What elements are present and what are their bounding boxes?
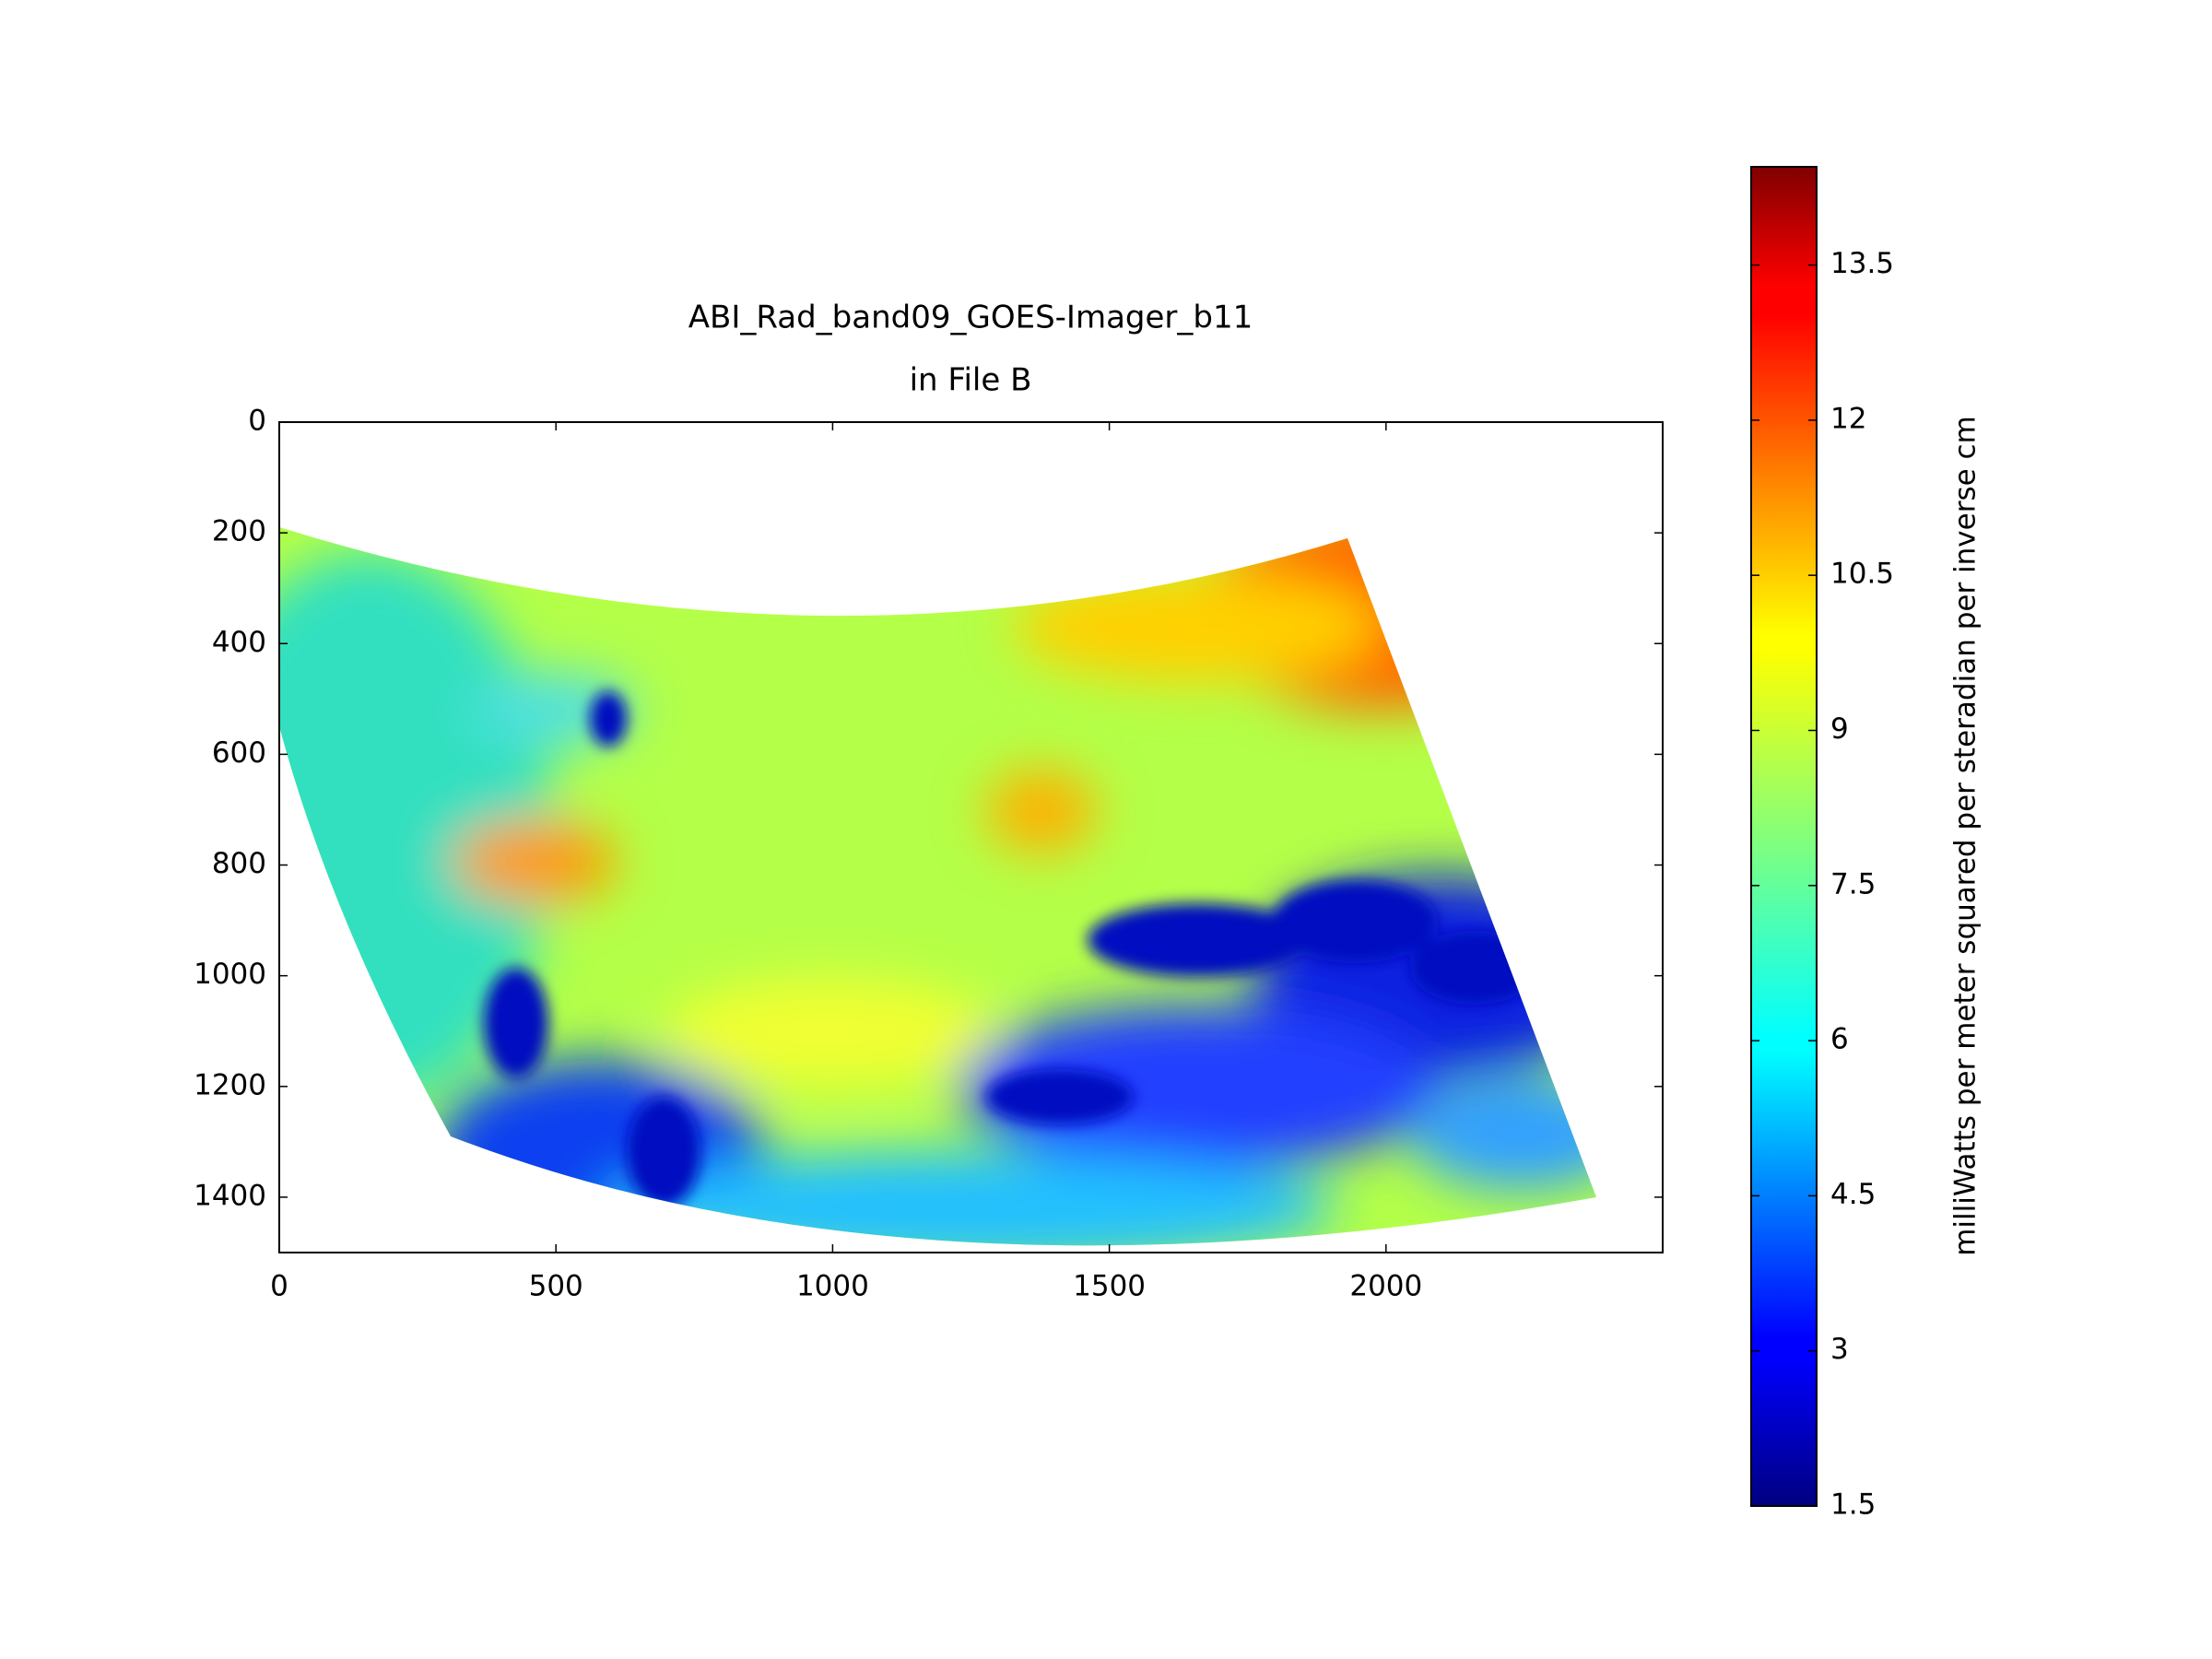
colorbar-tick-label: 4.5 (1830, 1178, 1876, 1211)
x-tick-label: 500 (529, 1270, 583, 1303)
colorbar-tick-label: 3 (1830, 1333, 1849, 1366)
y-tick-label: 200 (212, 515, 266, 548)
y-tick-label: 400 (212, 626, 266, 659)
x-tick-label: 0 (270, 1270, 288, 1303)
colorbar-tick-label: 1.5 (1830, 1488, 1876, 1522)
colorbar-tick-label: 7.5 (1830, 867, 1876, 900)
colorbar-tick-label: 10.5 (1830, 558, 1894, 591)
y-tick-label: 600 (212, 736, 266, 770)
x-tick-label: 1000 (796, 1270, 869, 1303)
y-tick-label: 1200 (194, 1068, 266, 1101)
chart-title: in File B (910, 362, 1032, 399)
y-tick-label: 800 (212, 847, 266, 880)
chart-title: ABI_Rad_band09_GOES-Imager_b11 (688, 300, 1253, 336)
colorbar-tick-label: 9 (1830, 712, 1849, 746)
axes-frame (278, 421, 1664, 1253)
y-tick-label: 1000 (194, 958, 266, 991)
image (279, 527, 1596, 1246)
x-tick-label: 2000 (1349, 1270, 1422, 1303)
colorbar-tick-label: 13.5 (1830, 247, 1894, 280)
colorbar (1750, 166, 1818, 1507)
colorbar-tick-label: 6 (1830, 1023, 1849, 1056)
colorbar-label: milliWatts per meter squared per steradi… (1949, 416, 1983, 1256)
x-tick-label: 1500 (1073, 1270, 1146, 1303)
y-tick-label: 0 (248, 405, 266, 438)
y-tick-label: 1400 (194, 1179, 266, 1212)
colorbar-tick-label: 12 (1830, 402, 1866, 435)
